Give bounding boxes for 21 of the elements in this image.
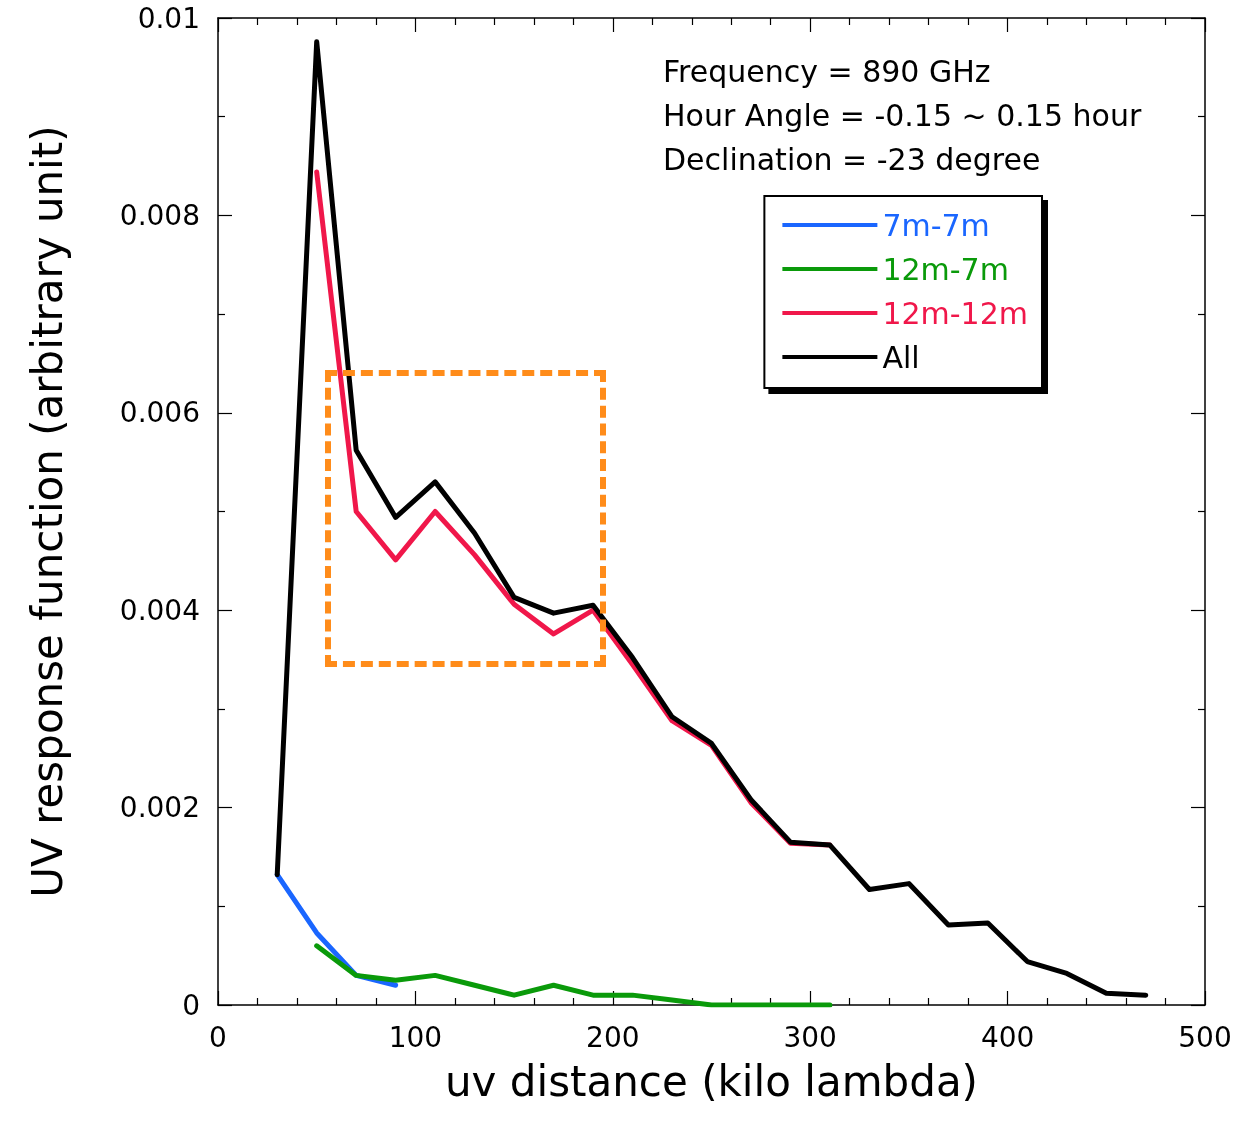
y-tick-label: 0.006 — [119, 396, 200, 430]
legend-label: All — [882, 339, 920, 375]
x-tick-label: 500 — [1178, 1020, 1232, 1054]
x-tick-label: 300 — [783, 1020, 837, 1054]
y-tick-label: 0.004 — [119, 593, 200, 627]
annotation: Frequency = 890 GHz — [663, 53, 991, 89]
legend-label: 12m-7m — [882, 251, 1009, 287]
y-axis-title: UV response function (arbitrary unit) — [22, 125, 72, 898]
legend-label: 7m-7m — [882, 207, 990, 243]
y-tick-label: 0 — [182, 988, 200, 1022]
x-tick-label: 100 — [388, 1020, 443, 1054]
x-axis-title: uv distance (kilo lambda) — [445, 1056, 978, 1106]
x-tick-label: 200 — [586, 1020, 640, 1054]
y-tick-label: 0.01 — [137, 1, 200, 35]
y-tick-label: 0.008 — [119, 198, 200, 232]
x-tick-label: 400 — [980, 1020, 1035, 1054]
annotation: Declination = -23 degree — [663, 141, 1041, 177]
legend-label: 12m-12m — [882, 295, 1028, 331]
x-tick-label: 0 — [209, 1020, 227, 1054]
annotation: Hour Angle = -0.15 ~ 0.15 hour — [663, 97, 1142, 133]
y-tick-label: 0.002 — [119, 791, 200, 825]
